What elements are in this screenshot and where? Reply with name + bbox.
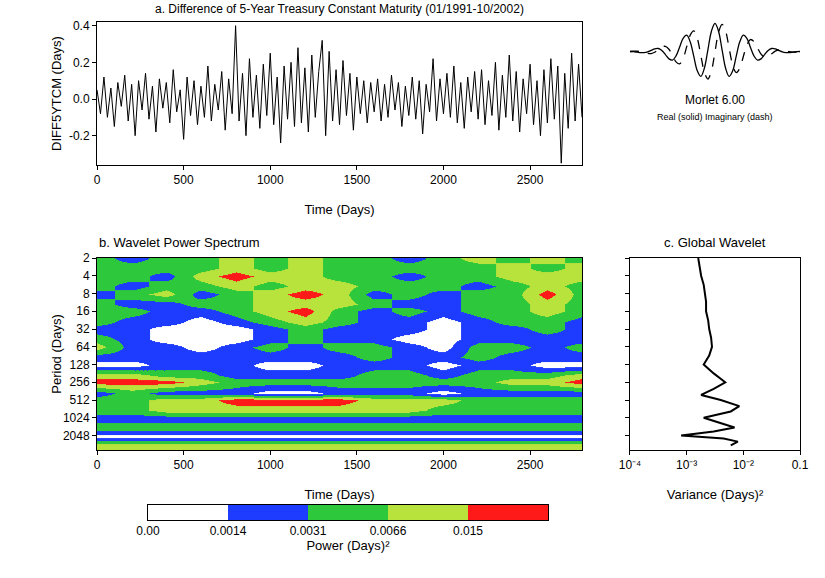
- svg-text:1000: 1000: [257, 173, 284, 187]
- svg-text:0.4: 0.4: [73, 19, 90, 33]
- svg-text:1500: 1500: [343, 458, 370, 472]
- svg-text:1500: 1500: [343, 173, 370, 187]
- svg-text:32: 32: [76, 322, 90, 336]
- svg-text:Time (Days): Time (Days): [304, 487, 374, 502]
- svg-text:10⁻³: 10⁻³: [676, 458, 697, 472]
- svg-text:a. Difference of 5-Year Treasu: a. Difference of 5-Year Treasury Constan…: [155, 2, 524, 16]
- svg-text:128: 128: [70, 358, 90, 372]
- svg-text:4: 4: [83, 269, 90, 283]
- svg-text:10⁻²: 10⁻²: [733, 458, 754, 472]
- svg-text:512: 512: [70, 393, 90, 407]
- svg-text:0.0: 0.0: [73, 92, 90, 106]
- svg-text:Variance (Days)²: Variance (Days)²: [667, 487, 764, 502]
- svg-text:500: 500: [174, 458, 194, 472]
- svg-text:DIFF5YTCM (Days): DIFF5YTCM (Days): [49, 36, 64, 151]
- svg-text:8: 8: [83, 287, 90, 301]
- svg-text:Time (Days): Time (Days): [304, 202, 374, 217]
- svg-text:0: 0: [94, 173, 101, 187]
- svg-text:256: 256: [70, 375, 90, 389]
- svg-text:Morlet 6.00: Morlet 6.00: [685, 93, 745, 107]
- svg-text:0.0066: 0.0066: [370, 524, 407, 538]
- svg-text:1000: 1000: [257, 458, 284, 472]
- svg-text:0.00: 0.00: [136, 524, 160, 538]
- svg-text:c. Global Wavelet: c. Global Wavelet: [664, 235, 766, 250]
- svg-text:2000: 2000: [430, 458, 457, 472]
- svg-text:Period (Days): Period (Days): [49, 314, 64, 393]
- svg-text:2500: 2500: [517, 173, 544, 187]
- svg-text:2: 2: [83, 251, 90, 265]
- svg-text:-0.2: -0.2: [69, 129, 90, 143]
- svg-text:0.0014: 0.0014: [210, 524, 247, 538]
- svg-text:0: 0: [94, 458, 101, 472]
- svg-text:16: 16: [76, 304, 90, 318]
- svg-text:b. Wavelet Power Spectrum: b. Wavelet Power Spectrum: [99, 235, 260, 250]
- svg-text:2500: 2500: [517, 458, 544, 472]
- svg-text:10⁻⁴: 10⁻⁴: [619, 458, 642, 472]
- svg-text:1024: 1024: [63, 411, 90, 425]
- svg-text:0.0031: 0.0031: [290, 524, 327, 538]
- svg-text:0.1: 0.1: [792, 458, 809, 472]
- svg-text:64: 64: [76, 340, 90, 354]
- svg-text:0.2: 0.2: [73, 56, 90, 70]
- svg-text:500: 500: [174, 173, 194, 187]
- svg-text:0.015: 0.015: [453, 524, 483, 538]
- svg-text:2048: 2048: [63, 429, 90, 443]
- svg-text:Real (solid) Imaginary (dash): Real (solid) Imaginary (dash): [657, 112, 773, 122]
- svg-text:Power (Days)²: Power (Days)²: [306, 538, 390, 553]
- svg-text:2000: 2000: [430, 173, 457, 187]
